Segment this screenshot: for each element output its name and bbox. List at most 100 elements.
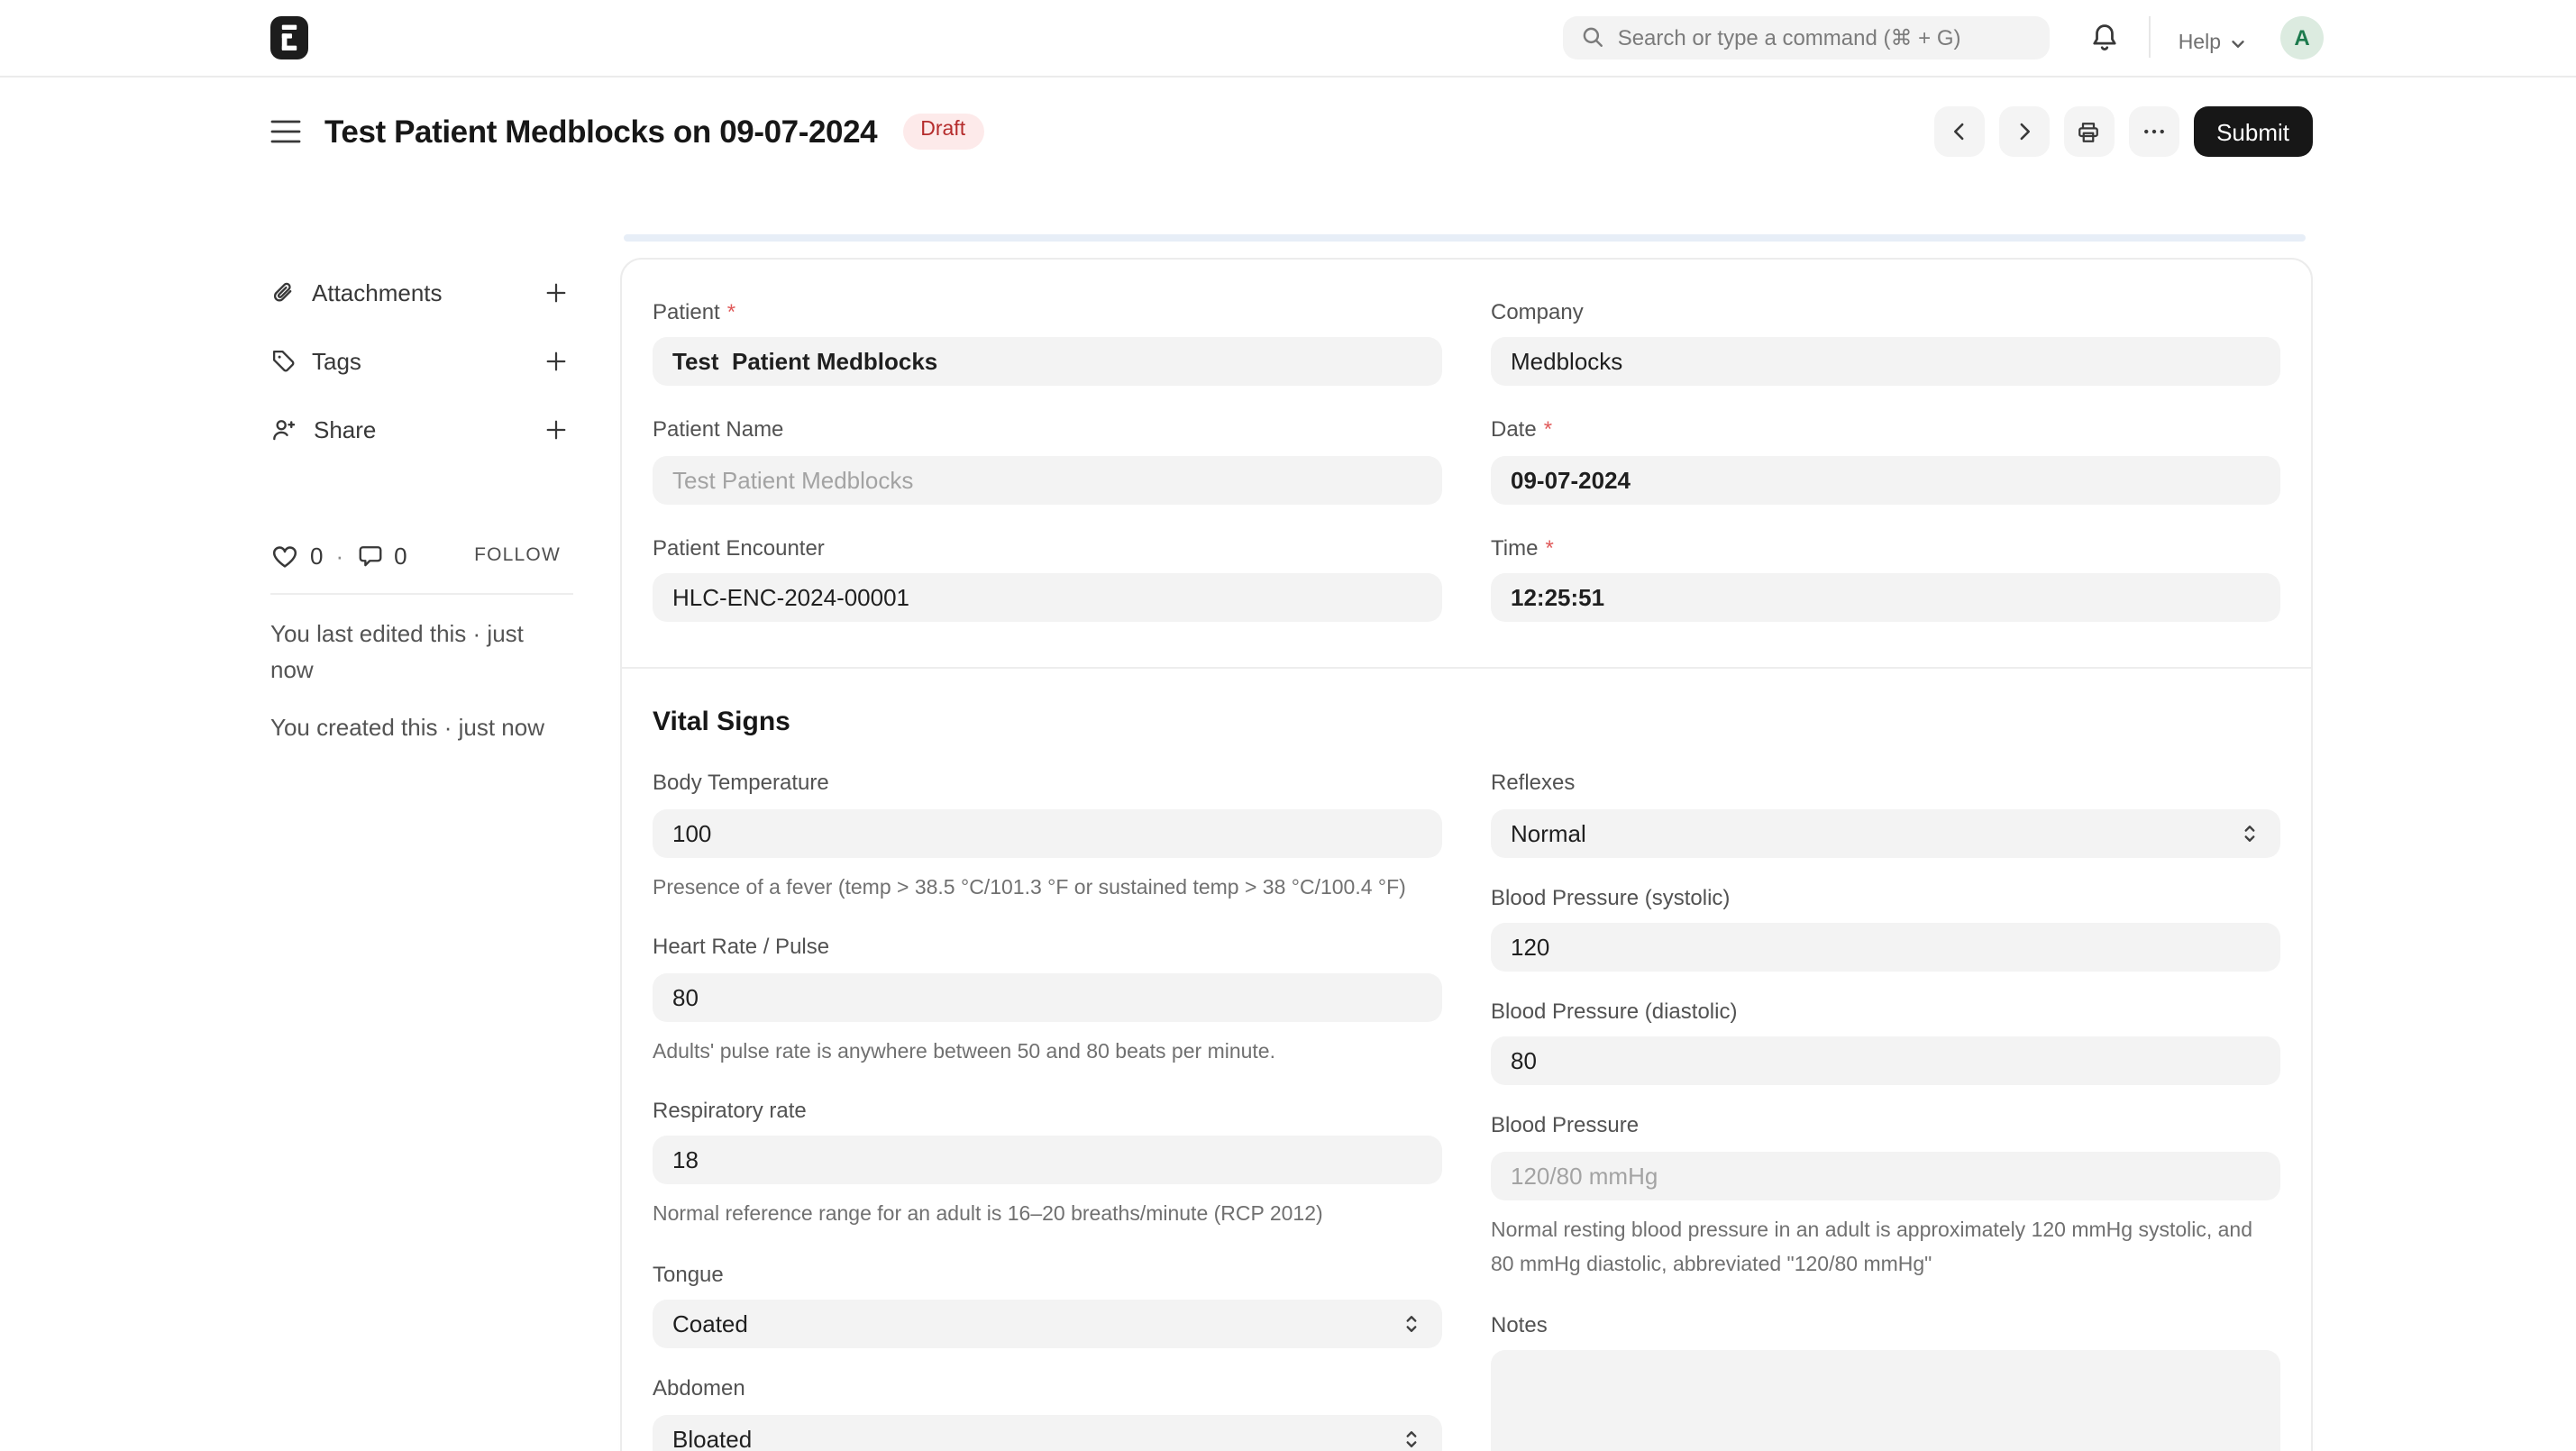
add-tag-plus-icon[interactable] bbox=[544, 349, 573, 372]
select-stepper-icon bbox=[1406, 1316, 1417, 1333]
notes-textarea[interactable] bbox=[1491, 1350, 2280, 1451]
paperclip-icon bbox=[273, 281, 292, 301]
created-text: You created this · just now bbox=[270, 714, 544, 742]
help-menu[interactable]: Help bbox=[2179, 27, 2248, 62]
search-placeholder: Search or type a command (⌘ + G) bbox=[1617, 24, 1961, 50]
separator-dot: · bbox=[335, 542, 344, 569]
date-label: Date bbox=[1491, 416, 1537, 443]
avatar-initial: A bbox=[2294, 24, 2310, 50]
bp-systolic-label: Blood Pressure (systolic) bbox=[1491, 884, 1731, 910]
required-marker: * bbox=[1543, 416, 1553, 443]
heart-icon[interactable] bbox=[270, 542, 299, 569]
field-reflexes: Reflexes Normal bbox=[1491, 770, 2280, 858]
sidebar-divider bbox=[270, 593, 573, 595]
select-stepper-icon bbox=[2244, 825, 2255, 842]
bp-diastolic-input[interactable]: 80 bbox=[1491, 1036, 2280, 1086]
vital-signs-left-column: Body Temperature 100 Presence of a fever… bbox=[653, 770, 1442, 1451]
field-time: Time * 12:25:51 bbox=[1491, 535, 2280, 623]
heart-rate-label: Heart Rate / Pulse bbox=[653, 934, 830, 960]
next-document-button[interactable] bbox=[1998, 106, 2050, 157]
sidebar-toggle-menu-icon[interactable] bbox=[270, 117, 301, 146]
previous-document-button[interactable] bbox=[1933, 106, 1985, 157]
patient-name-label: Patient Name bbox=[653, 416, 784, 443]
chevron-left-icon bbox=[1953, 123, 1963, 141]
bp-systolic-input[interactable]: 120 bbox=[1491, 922, 2280, 972]
patient-encounter-input[interactable]: HLC-ENC-2024-00001 bbox=[653, 573, 1442, 623]
field-tongue: Tongue Coated bbox=[653, 1262, 1442, 1349]
field-date: Date * 09-07-2024 bbox=[1491, 417, 2280, 505]
form-section-vital-signs: Vital Signs Body Temperature 100 Presenc… bbox=[622, 669, 2311, 1451]
follow-button[interactable]: FOLLOW bbox=[474, 544, 561, 566]
field-patient-encounter: Patient Encounter HLC-ENC-2024-00001 bbox=[653, 535, 1442, 623]
time-input[interactable]: 12:25:51 bbox=[1491, 573, 2280, 623]
notes-label: Notes bbox=[1491, 1311, 1548, 1337]
submit-button[interactable]: Submit bbox=[2193, 106, 2313, 157]
field-body-temperature: Body Temperature 100 Presence of a fever… bbox=[653, 770, 1442, 907]
required-marker: * bbox=[726, 299, 736, 324]
search-input[interactable]: Search or type a command (⌘ + G) bbox=[1563, 15, 2051, 59]
blood-pressure-input[interactable]: 120/80 mmHg bbox=[1491, 1151, 2280, 1200]
likes-count: 0 bbox=[310, 542, 324, 569]
tongue-label: Tongue bbox=[653, 1261, 724, 1287]
section-divider bbox=[622, 667, 2311, 670]
sidebar-item-label: Tags bbox=[312, 347, 361, 374]
help-label: Help bbox=[2178, 32, 2221, 55]
sidebar-item-share[interactable]: Share bbox=[270, 406, 573, 452]
add-share-plus-icon[interactable] bbox=[544, 417, 573, 441]
reflexes-label: Reflexes bbox=[1491, 770, 1576, 796]
field-patient: Patient * Test Patient Medblocks bbox=[653, 299, 1442, 387]
tongue-select[interactable]: Coated bbox=[653, 1300, 1442, 1349]
search-icon bbox=[1584, 28, 1603, 48]
date-input[interactable]: 09-07-2024 bbox=[1491, 455, 2280, 505]
ellipsis-icon bbox=[2143, 129, 2163, 134]
body-temperature-label: Body Temperature bbox=[653, 770, 829, 796]
field-abdomen: Abdomen Bloated bbox=[653, 1376, 1442, 1451]
respiratory-rate-label: Respiratory rate bbox=[653, 1098, 807, 1124]
bp-diastolic-label: Blood Pressure (diastolic) bbox=[1491, 998, 1738, 1024]
sidebar-item-attachments[interactable]: Attachments bbox=[270, 269, 573, 315]
vital-signs-heading: Vital Signs bbox=[653, 707, 790, 738]
body-temperature-help: Presence of a fever (temp > 38.5 °C/101.… bbox=[653, 877, 1406, 899]
blood-pressure-label: Blood Pressure bbox=[1491, 1112, 1640, 1138]
field-company: Company Medblocks bbox=[1491, 299, 2280, 387]
tag-icon bbox=[272, 350, 295, 372]
navbar-divider bbox=[2149, 16, 2151, 59]
print-button[interactable] bbox=[2063, 106, 2115, 157]
navbar: Search or type a command (⌘ + G) Help A bbox=[0, 0, 2576, 78]
chevron-down-icon bbox=[2232, 41, 2244, 49]
status-badge: Draft bbox=[902, 113, 984, 151]
notifications-bell-icon[interactable] bbox=[2090, 22, 2121, 54]
select-stepper-icon bbox=[1406, 1430, 1417, 1447]
heart-rate-input[interactable]: 80 bbox=[653, 972, 1442, 1021]
add-attachment-plus-icon[interactable] bbox=[544, 280, 573, 304]
sidebar-item-label: Attachments bbox=[312, 278, 443, 306]
more-options-button[interactable] bbox=[2128, 106, 2179, 157]
social-row: 0 · 0 FOLLOW bbox=[270, 541, 573, 570]
comments-count: 0 bbox=[394, 542, 407, 569]
head-actions: Submit bbox=[1933, 106, 2313, 157]
app-logo-icon[interactable] bbox=[270, 16, 308, 59]
company-input[interactable]: Medblocks bbox=[1491, 337, 2280, 387]
field-heart-rate: Heart Rate / Pulse 80 Adults' pulse rate… bbox=[653, 934, 1442, 1071]
sidebar: Attachments Tags Share bbox=[270, 269, 573, 747]
form-card: Patient * Test Patient Medblocks Company… bbox=[620, 258, 2313, 1451]
vital-signs-right-column: Reflexes Normal Blood Pressure (systolic… bbox=[1491, 770, 2280, 1451]
avatar[interactable]: A bbox=[2280, 15, 2324, 59]
patient-label: Patient bbox=[653, 299, 720, 324]
patient-input[interactable]: Test Patient Medblocks bbox=[653, 337, 1442, 387]
sidebar-item-tags[interactable]: Tags bbox=[270, 337, 573, 384]
comment-icon[interactable] bbox=[356, 543, 383, 570]
field-respiratory-rate: Respiratory rate 18 Normal reference ran… bbox=[653, 1098, 1442, 1235]
abdomen-label: Abdomen bbox=[653, 1375, 745, 1401]
respiratory-rate-input[interactable]: 18 bbox=[653, 1136, 1442, 1185]
field-bp-diastolic: Blood Pressure (diastolic) 80 bbox=[1491, 999, 2280, 1086]
respiratory-rate-help: Normal reference range for an adult is 1… bbox=[653, 1204, 1323, 1227]
navbar-right: Search or type a command (⌘ + G) Help A bbox=[1563, 13, 2324, 62]
required-marker: * bbox=[1545, 534, 1554, 561]
body-temperature-input[interactable]: 100 bbox=[653, 808, 1442, 858]
reflexes-select[interactable]: Normal bbox=[1491, 808, 2280, 858]
abdomen-select[interactable]: Bloated bbox=[653, 1414, 1442, 1451]
form-section-details: Patient * Test Patient Medblocks Company… bbox=[622, 260, 2311, 667]
sidebar-item-label: Share bbox=[314, 415, 377, 443]
